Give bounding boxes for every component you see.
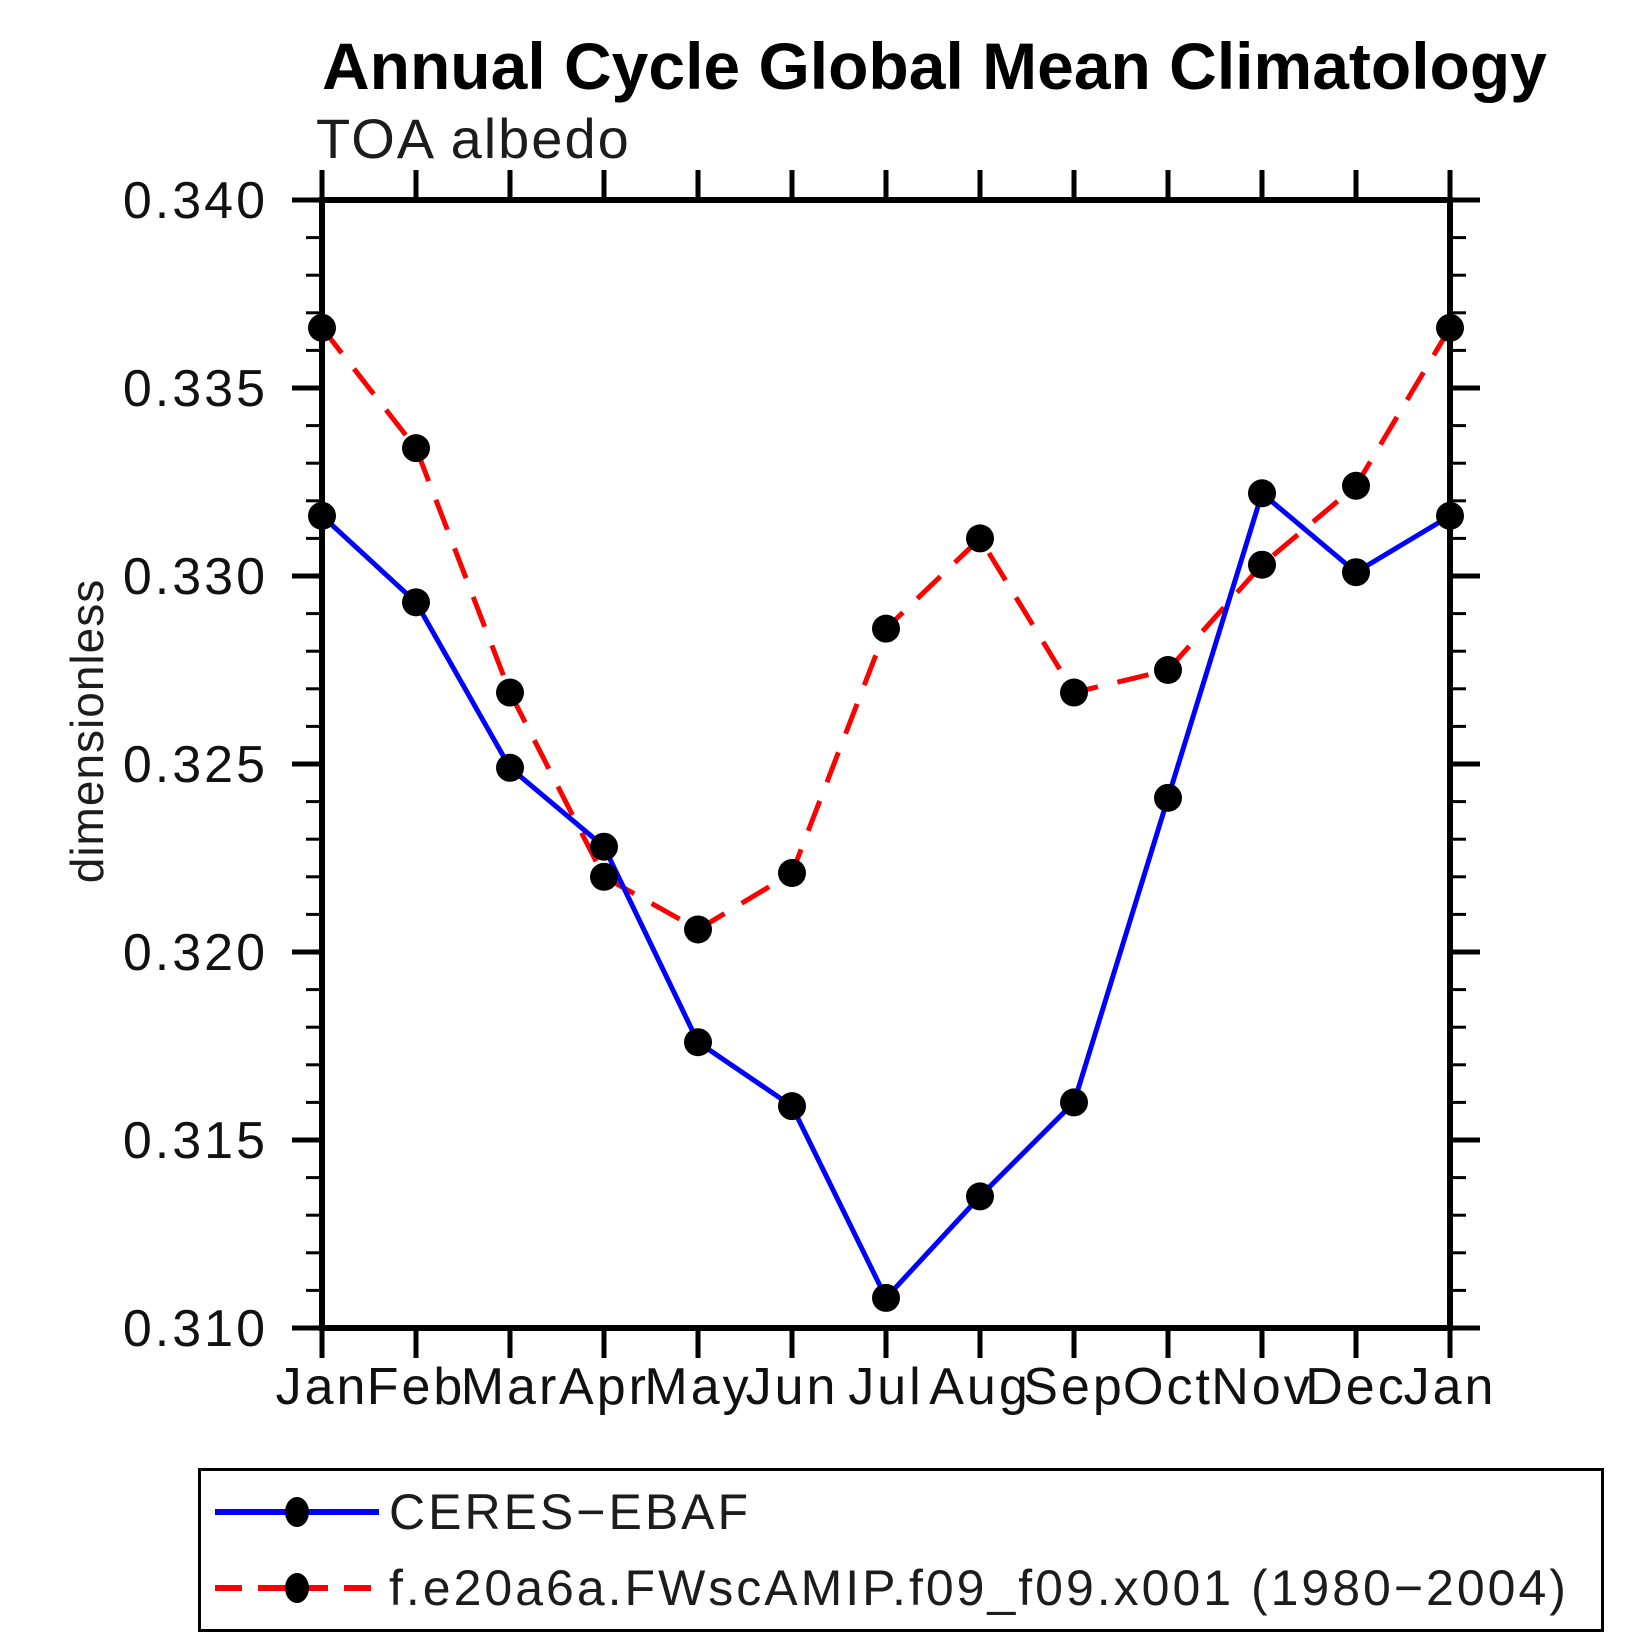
data-point-model [1436,313,1464,342]
x-axis-tick-label: Jan [276,1358,369,1416]
y-axis-tick-label: 0.335 [123,360,268,418]
y-axis-tick-label: 0.330 [123,548,268,606]
data-point-model [1248,550,1276,579]
data-point-model [966,524,994,553]
x-axis-tick-label: Aug [929,1358,1031,1416]
legend-sample-model [215,1573,379,1604]
data-point-model [590,862,618,891]
x-axis-tick-label: May [644,1358,751,1416]
legend: CERES−EBAF f.e20a6a.FWscAMIP.f09_f09.x00… [198,1468,1604,1632]
data-point-ceres [1248,479,1276,508]
x-axis-tick-label: Jul [848,1358,923,1416]
data-point-ceres [590,832,618,861]
data-point-ceres [1154,783,1182,812]
data-point-model [778,859,806,888]
data-point-ceres [778,1092,806,1121]
legend-row-ceres: CERES−EBAF [201,1476,1601,1548]
data-point-model [1154,656,1182,684]
x-axis-tick-label: Dec [1305,1358,1406,1416]
chart-subtitle: TOA albedo [316,107,631,170]
x-axis-tick-label: Jan [1404,1358,1497,1416]
series-ceres-line [320,488,1452,1303]
data-point-model [684,915,712,944]
legend-label-ceres: CERES−EBAF [389,1483,752,1540]
y-axis-tick-label: 0.325 [123,736,268,794]
x-axis-tick-label: Jun [746,1358,839,1416]
data-point-ceres [402,588,430,617]
legend-label-model: f.e20a6a.FWscAMIP.f09_f09.x001 (1980−200… [389,1560,1569,1617]
data-point-model [1342,471,1370,500]
data-point-model [872,614,900,643]
x-axis-tick-label: Mar [461,1358,560,1416]
legend-row-model: f.e20a6a.FWscAMIP.f09_f09.x001 (1980−200… [201,1552,1601,1624]
x-axis-tick-label: Nov [1211,1358,1312,1416]
y-axis-tick-label: 0.320 [123,924,268,982]
data-point-ceres [1436,501,1464,530]
data-point-ceres [496,753,524,782]
data-point-ceres [1342,558,1370,587]
x-axis-tick-label: Feb [367,1358,466,1416]
y-axis-tick-label: 0.310 [123,1300,268,1358]
plot-border [319,197,1453,1331]
legend-marker-dot [285,1573,309,1604]
legend-marker-dot [285,1496,309,1527]
y-axis-tick-label: 0.340 [123,172,268,230]
data-point-ceres [966,1182,994,1211]
x-axis-tick-label: Sep [1023,1358,1125,1416]
data-point-ceres [684,1028,712,1057]
data-point-ceres [1060,1088,1088,1117]
data-point-ceres [872,1283,900,1312]
legend-sample-ceres [215,1496,379,1527]
x-axis-tick-label: Oct [1123,1358,1213,1416]
data-point-model [402,434,430,463]
data-point-model [496,678,524,707]
data-point-model [308,313,336,342]
chart-title: Annual Cycle Global Mean Climatology [322,29,1547,103]
y-axis-tick-label: 0.315 [123,1112,268,1170]
data-point-ceres [308,501,336,530]
data-point-model [1060,678,1088,707]
x-axis-tick-label: Apr [559,1358,649,1416]
